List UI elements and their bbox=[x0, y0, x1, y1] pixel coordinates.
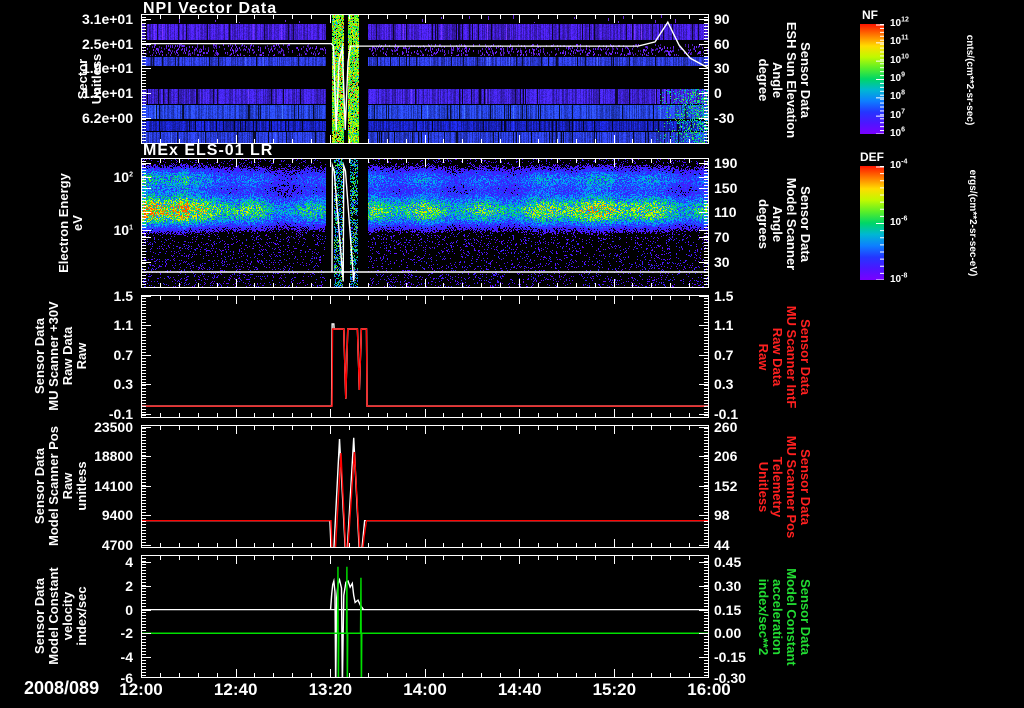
tick-label: 90 bbox=[714, 11, 730, 28]
tick-label: 60 bbox=[714, 35, 730, 52]
tick-label: 206 bbox=[714, 448, 738, 465]
panel3-right-axis-label: Sensor Data MU Scanner IntF Raw Data Raw bbox=[756, 305, 813, 409]
tick-label: 12:40 bbox=[213, 680, 258, 699]
tick-label: 1.9e+01 bbox=[82, 60, 133, 77]
tick-label: 44 bbox=[714, 536, 730, 553]
tick-label: -0.15 bbox=[714, 649, 746, 666]
tick-label: 1.5 bbox=[714, 287, 734, 304]
tick-label: -0.1 bbox=[714, 405, 739, 422]
tick-label: 18800 bbox=[94, 448, 133, 465]
tick-label: 9400 bbox=[101, 507, 133, 524]
tick-label: 152 bbox=[714, 477, 738, 494]
nf-colorbar bbox=[860, 24, 884, 134]
tick-label: -4 bbox=[120, 649, 133, 666]
tick-label: 0.30 bbox=[714, 577, 742, 594]
panel2-right-axis-label: Sensor Data Model Scanner Angle degrees bbox=[756, 177, 813, 271]
tick-label: -0.1 bbox=[108, 405, 133, 422]
panel4-right-axis-label: Sensor Data MU Scanner Pos Telemetry Uni… bbox=[756, 435, 813, 539]
tick-label: 0.3 bbox=[113, 376, 133, 393]
tick-label: 0.15 bbox=[714, 601, 742, 618]
tick-label: 102 bbox=[113, 168, 133, 185]
tick-label: 150 bbox=[714, 179, 738, 196]
tick-label: 107 bbox=[890, 108, 906, 121]
tick-label: 1.1 bbox=[714, 317, 734, 334]
nf-colorbar-unit: cnts/(cm**2-sr-sec) bbox=[964, 34, 975, 126]
tick-label: 4700 bbox=[101, 536, 133, 553]
tick-label: 109 bbox=[890, 71, 906, 84]
tick-label: 1.1 bbox=[113, 317, 133, 334]
model-constant-plot-canvas bbox=[141, 555, 709, 678]
tick-label: 0 bbox=[714, 85, 722, 102]
tick-label: 6.2e+00 bbox=[82, 109, 133, 126]
tick-label: 4 bbox=[125, 554, 133, 570]
tick-label: 0.7 bbox=[113, 346, 133, 363]
tick-label: 14:40 bbox=[497, 680, 542, 699]
tick-label: 1.2e+01 bbox=[82, 85, 133, 102]
tick-label: 10-6 bbox=[890, 215, 908, 228]
npi-spectrogram-canvas bbox=[141, 14, 709, 144]
tick-label: 30 bbox=[714, 60, 730, 77]
tick-label: 70 bbox=[714, 229, 730, 246]
tick-label: -6 bbox=[120, 670, 133, 686]
tick-label: 14:00 bbox=[403, 680, 447, 699]
tick-label: -0.30 bbox=[714, 670, 746, 686]
tick-label: 260 bbox=[714, 418, 738, 435]
tick-label: 30 bbox=[714, 254, 730, 270]
tick-label: 0.00 bbox=[714, 625, 742, 642]
tick-label: 12:00 bbox=[119, 680, 163, 699]
tick-label: 2.5e+01 bbox=[82, 35, 133, 52]
tick-label: 1012 bbox=[890, 16, 909, 29]
panel5-right-axis-label: Sensor Data Model Constant acceleration … bbox=[756, 568, 813, 666]
tick-label: 98 bbox=[714, 507, 730, 524]
tick-label: 10-4 bbox=[890, 158, 908, 171]
tick-label: 23500 bbox=[94, 418, 133, 435]
nf-colorbar-title: NF bbox=[862, 8, 878, 22]
tick-label: 0.7 bbox=[714, 346, 734, 363]
els-spectrogram-canvas bbox=[141, 158, 709, 288]
tick-label: 14100 bbox=[94, 477, 133, 494]
scanner-30v-plot-canvas bbox=[141, 295, 709, 418]
tick-label: 0 bbox=[125, 601, 133, 618]
panel1-right-axis-label: Sensor Data ESH Sun Elevation Angle degr… bbox=[756, 21, 813, 139]
tick-label: 1011 bbox=[890, 35, 909, 48]
def-colorbar-title: DEF bbox=[860, 150, 884, 164]
tick-label: 2 bbox=[125, 577, 133, 594]
tick-label: 13:20 bbox=[308, 680, 353, 699]
tick-label: -30 bbox=[714, 109, 735, 126]
tick-label: 108 bbox=[890, 90, 906, 103]
date-label: 2008/089 bbox=[24, 678, 100, 698]
tick-label: 10-8 bbox=[890, 272, 908, 285]
tick-label: 3.1e+01 bbox=[82, 11, 133, 28]
tick-label: 190 bbox=[714, 154, 738, 171]
tick-label: 101 bbox=[113, 222, 133, 239]
panel2-title: MEx ELS-01 LR bbox=[143, 142, 274, 159]
tick-label: 15:20 bbox=[592, 680, 637, 699]
tick-label: 110 bbox=[714, 204, 737, 221]
scanner-pos-plot-canvas bbox=[141, 425, 709, 548]
tick-label: 0.45 bbox=[714, 554, 742, 570]
tick-label: 106 bbox=[890, 126, 906, 139]
panel1-title: NPI Vector Data bbox=[143, 0, 278, 17]
tick-label: 1010 bbox=[890, 53, 909, 66]
tick-label: 16:00 bbox=[687, 680, 731, 699]
tick-label: 1.5 bbox=[113, 287, 133, 304]
tick-label: 0.3 bbox=[714, 376, 734, 393]
def-colorbar bbox=[860, 166, 884, 280]
tick-label: -2 bbox=[120, 625, 133, 642]
def-colorbar-unit: ergs/(cm**2-sr-sec-eV) bbox=[967, 169, 978, 277]
